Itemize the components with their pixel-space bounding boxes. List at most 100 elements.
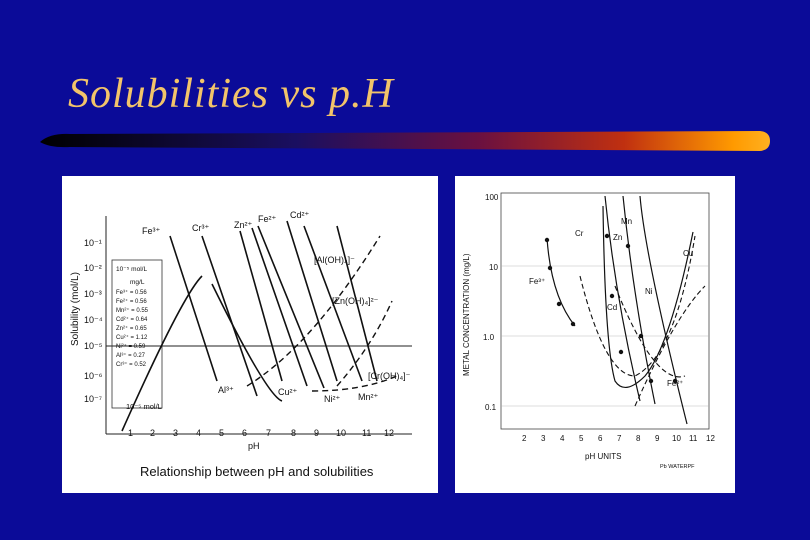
curve-cr [604, 195, 641, 402]
right-xtick: 9 [655, 434, 660, 443]
label-ref: 10⁻⁵ mol/L [126, 402, 162, 411]
right-xtick: 12 [706, 434, 715, 443]
legend-item: Cd²⁺ = 0.64 [116, 316, 148, 323]
right-xtick: 5 [579, 434, 584, 443]
curve-fe3 [169, 235, 218, 382]
right-source: Pb WATERPF [660, 464, 695, 470]
legend-item: Al³⁺ = 0.27 [116, 352, 146, 359]
left-ytick: 10⁻³ [84, 289, 102, 299]
left-xtick: 6 [242, 428, 247, 438]
left-ytick: 10⁻⁶ [84, 371, 103, 381]
label-cu2: Cu²⁺ [278, 387, 298, 397]
label-mn2: Mn²⁺ [358, 392, 378, 402]
right-y-ticks: 100 10 1.0 0.1 [483, 193, 499, 412]
label-fe2: Fe²⁺ [258, 214, 277, 224]
legend-items: Fe³⁺ = 0.56 Fe²⁺ = 0.56 Mn²⁺ = 0.55 Cd²⁺… [116, 289, 149, 368]
left-chart-panel: Solubility (mol/L) 10⁻¹ 10⁻² 10⁻³ 10⁻⁴ 1… [62, 176, 438, 493]
slide-title: Solubilities vs p.H [68, 71, 394, 117]
legend-item: Fe³⁺ = 0.56 [116, 289, 147, 296]
legend-item: Cu²⁺ = 1.12 [116, 334, 148, 341]
curve-fe2 [634, 285, 706, 407]
label-fe3: Fe³⁺ [142, 226, 161, 236]
legend-item: Fe²⁺ = 0.56 [116, 298, 147, 305]
legend-item: Ni²⁺ = 0.59 [116, 343, 146, 350]
left-xtick: 12 [384, 428, 394, 438]
right-plot-frame [500, 192, 710, 430]
right-xtick: 11 [689, 434, 698, 443]
left-xtick: 4 [196, 428, 201, 438]
label-aloh4: [Al(OH)₄]⁻ [314, 255, 355, 265]
left-legend-box [111, 259, 163, 409]
right-xtick: 7 [617, 434, 622, 443]
curve-fe2-a [251, 227, 308, 387]
right-gridlines [501, 265, 709, 407]
curve-mn [639, 195, 688, 425]
curve-cr3 [201, 235, 258, 397]
right-x-ticks: 2 3 4 5 6 7 8 9 10 11 12 [522, 434, 715, 443]
curve-cu [602, 205, 694, 388]
curve-cu2 [211, 283, 283, 402]
curve-cd2 [286, 220, 338, 382]
curve-mn2 [336, 225, 378, 382]
curve-fe3 [546, 237, 576, 327]
label-cu: Cu [683, 249, 693, 258]
right-xtick: 2 [522, 434, 527, 443]
curve-ni2 [303, 225, 363, 382]
legend-item: Zn²⁺ = 0.65 [116, 325, 147, 332]
curve-zn [622, 195, 656, 405]
label-mn: Mn [621, 217, 632, 226]
title-underline [40, 131, 770, 151]
right-ytick: 100 [485, 193, 499, 202]
left-chart: Solubility (mol/L) 10⁻¹ 10⁻² 10⁻³ 10⁻⁴ 1… [70, 210, 412, 479]
right-xtick: 6 [598, 434, 603, 443]
label-cd2: Cd²⁺ [290, 210, 310, 220]
label-zn2: Zn²⁺ [234, 220, 253, 230]
left-xtick: 9 [314, 428, 319, 438]
right-xlabel: pH UNITS [585, 452, 621, 461]
left-y-ticks: 10⁻¹ 10⁻² 10⁻³ 10⁻⁴ 10⁻⁵ 10⁻⁶ 10⁻⁷ [84, 238, 103, 404]
label-ni: Ni [645, 287, 653, 296]
legend-item: Cr³⁺ = 0.52 [116, 361, 147, 368]
label-croh4: [Cr(OH)₄]⁻ [368, 371, 411, 381]
curve-aloh4 [246, 235, 381, 387]
label-al3: Al³⁺ [218, 385, 234, 395]
label-znoh4: [Zn(OH)₄]²⁻ [332, 296, 379, 306]
left-xlabel: pH [248, 441, 260, 451]
right-chart: METAL CONCENTRATION (mg/L) 100 10 1.0 0.… [462, 192, 715, 470]
left-xtick: 2 [150, 428, 155, 438]
right-curves [546, 195, 694, 425]
right-ytick: 10 [489, 263, 498, 272]
curve-zn2 [239, 230, 283, 382]
left-xtick: 11 [362, 428, 371, 438]
label-cr3: Cr³⁺ [192, 223, 209, 233]
left-dashed-curves [246, 235, 398, 392]
left-xtick: 8 [291, 428, 296, 438]
left-xtick: 5 [219, 428, 224, 438]
label-fe3: Fe³⁺ [529, 277, 545, 286]
legend-unit: mg/L [130, 279, 145, 286]
left-xtick: 3 [173, 428, 178, 438]
right-ytick: 0.1 [485, 403, 497, 412]
right-chart-panel: METAL CONCENTRATION (mg/L) 100 10 1.0 0.… [455, 176, 735, 493]
left-caption: Relationship between pH and solubilities [140, 464, 374, 479]
legend-item: Mn²⁺ = 0.55 [116, 307, 149, 314]
right-dashed-curves [579, 235, 706, 407]
curve-ni [579, 235, 696, 377]
left-xtick: 7 [266, 428, 271, 438]
left-ytick: 10⁻⁵ [84, 341, 103, 351]
left-curves [121, 220, 378, 432]
left-annotations: Fe³⁺ Cr³⁺ Zn²⁺ Fe²⁺ Cd²⁺ [Al(OH)₄]⁻ [Zn(… [126, 210, 411, 411]
left-ytick: 10⁻² [84, 263, 102, 273]
right-xtick: 3 [541, 434, 546, 443]
label-fe2: Fe²⁺ [667, 379, 683, 388]
right-xtick: 4 [560, 434, 565, 443]
right-annotations: Mn Cr Zn Cu Ni Cd Fe³⁺ Fe²⁺ [529, 217, 693, 388]
left-xtick: 10 [336, 428, 346, 438]
label-ni2: Ni²⁺ [324, 394, 340, 404]
right-data-points [544, 233, 678, 384]
right-xtick: 8 [636, 434, 641, 443]
left-xtick: 1 [128, 428, 133, 438]
right-xtick: 10 [672, 434, 681, 443]
left-ytick: 10⁻⁴ [84, 315, 103, 325]
